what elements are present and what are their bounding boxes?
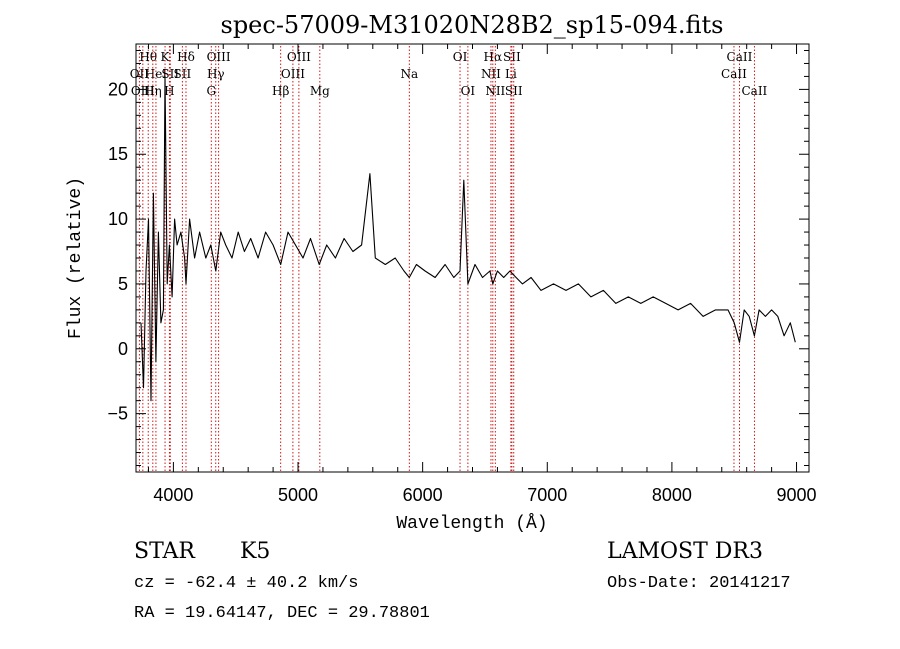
x-axis-label: Wavelength (Å) [396,513,547,534]
line-marker-label: Mg [310,84,330,98]
line-marker-label: SII [174,67,192,81]
y-tick-label: 5 [118,274,128,294]
line-marker-label: Hα [484,50,503,64]
y-tick-label: 0 [118,339,128,359]
x-tick-label: 9000 [777,485,817,505]
line-marker-label: OII [130,67,150,81]
x-tick-label: 8000 [652,485,692,505]
line-marker-label: OI [461,84,476,98]
x-axis: 4000 5000 6000 7000 8000 9000 [147,44,817,505]
line-marker-label: Hγ [207,67,225,81]
survey-name: LAMOST DR3 [607,539,763,564]
line-marker-label: Hβ [272,84,289,98]
line-marker-label: OIII [207,50,231,64]
object-class: STAR [134,539,195,564]
line-marker-label: NII [481,67,501,81]
line-marker-label: H [164,84,174,98]
line-marker-label: Hη [144,84,162,98]
line-marker-label: SII [161,67,179,81]
object-subclass: K5 [240,539,271,564]
line-marker-label: SII [505,84,523,98]
y-tick-label: 20 [108,79,128,99]
line-marker-label: OI [453,50,468,64]
line-marker-label: Hθ [139,50,157,64]
spectrum-line [140,75,796,402]
obs-date: Obs-Date: 20141217 [607,574,791,593]
line-marker-label: Hδ [177,50,195,64]
line-marker-label: SII [503,50,521,64]
line-marker-label: Li [505,67,517,81]
y-tick-label: 10 [108,209,128,229]
line-marker-label: NII [485,84,505,98]
line-marker-label: OIII [281,67,305,81]
line-marker-label: CaII [741,84,767,98]
line-marker-label: OIII [131,84,155,98]
y-tick-label: −5 [107,404,128,424]
coordinates: RA = 19.64147, DEC = 29.78801 [134,604,430,623]
line-marker-label: K [161,50,171,64]
line-marker-label: Na [400,67,418,81]
x-tick-label: 7000 [527,485,567,505]
chart-title: spec-57009-M31020N28B2_sp15-094.fits [221,11,724,39]
line-marker-label: HeI [145,67,168,81]
x-tick-label: 4000 [153,485,193,505]
y-axis-label: Flux (relative) [66,177,86,339]
redshift-readout: cz = -62.4 ± 40.2 km/s [134,574,359,593]
y-tick-label: 15 [108,144,128,164]
plot-frame [135,43,810,473]
x-tick-label: 5000 [278,485,318,505]
x-tick-label: 6000 [403,485,443,505]
line-marker-label: CaII [721,67,747,81]
line-marker-label: CaII [727,50,753,64]
line-marker-label: G [206,84,216,98]
y-axis: −5 0 5 10 15 20 [107,49,809,467]
line-marker-label: OIII [287,50,311,64]
